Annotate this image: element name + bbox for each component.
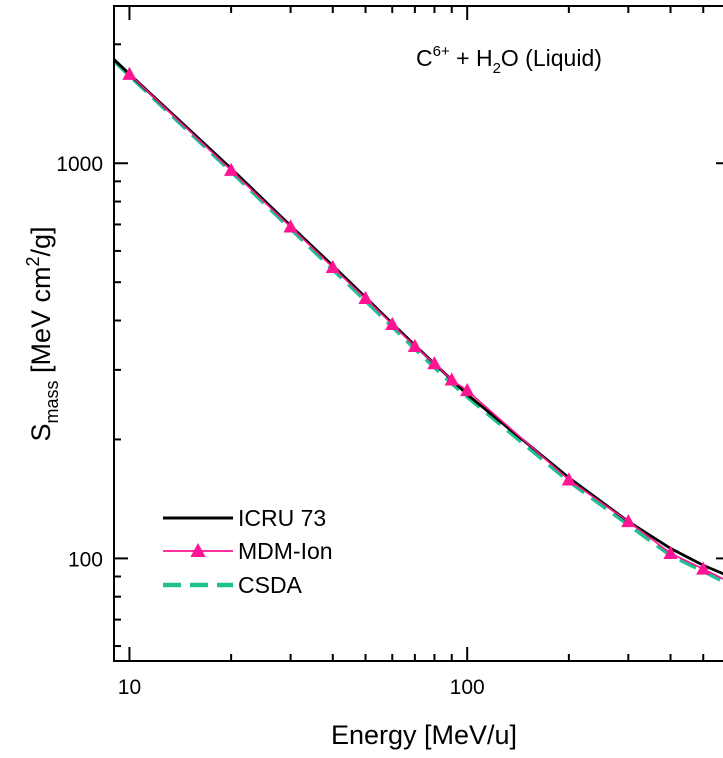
series-line-csda	[112, 58, 723, 584]
x-tick-label: 10	[118, 676, 141, 699]
series-curves	[112, 58, 723, 584]
legend-marker-mdm-ion	[190, 543, 206, 557]
y-tick-label: 1000	[56, 153, 103, 176]
data-point	[325, 259, 340, 274]
data-point	[696, 561, 711, 575]
y-axis-title: Smass [MeV cm2/g]	[23, 226, 62, 441]
data-point	[460, 383, 475, 397]
axis-ticks: 10 100 100 1000	[56, 6, 723, 699]
data-point	[283, 219, 298, 233]
data-point	[122, 66, 137, 80]
annotation-title: C6+ + H2O (Liquid)	[416, 43, 602, 77]
data-point	[407, 338, 422, 353]
axes	[113, 5, 723, 662]
x-tick-label: 100	[450, 676, 485, 699]
plot-frame	[113, 5, 723, 662]
x-axis-title: Energy [MeV/u]	[331, 720, 517, 750]
data-point	[223, 162, 239, 176]
series-markers	[122, 66, 723, 588]
legend-label-icru-73: ICRU 73	[238, 505, 326, 531]
y-tick-label: 100	[68, 548, 103, 571]
legend: ICRU 73 MDM-Ion CSDA	[163, 505, 333, 598]
data-point	[561, 472, 576, 486]
data-point	[621, 513, 636, 528]
legend-label-csda: CSDA	[238, 572, 303, 598]
data-point	[663, 545, 678, 559]
data-point	[444, 372, 459, 386]
data-point	[358, 290, 373, 305]
data-point	[427, 356, 442, 370]
data-point	[385, 316, 400, 331]
legend-label-mdm-ion: MDM-Ion	[238, 538, 333, 564]
series-line-mdm-ion	[128, 73, 723, 580]
series-line-icru-73	[113, 58, 723, 576]
